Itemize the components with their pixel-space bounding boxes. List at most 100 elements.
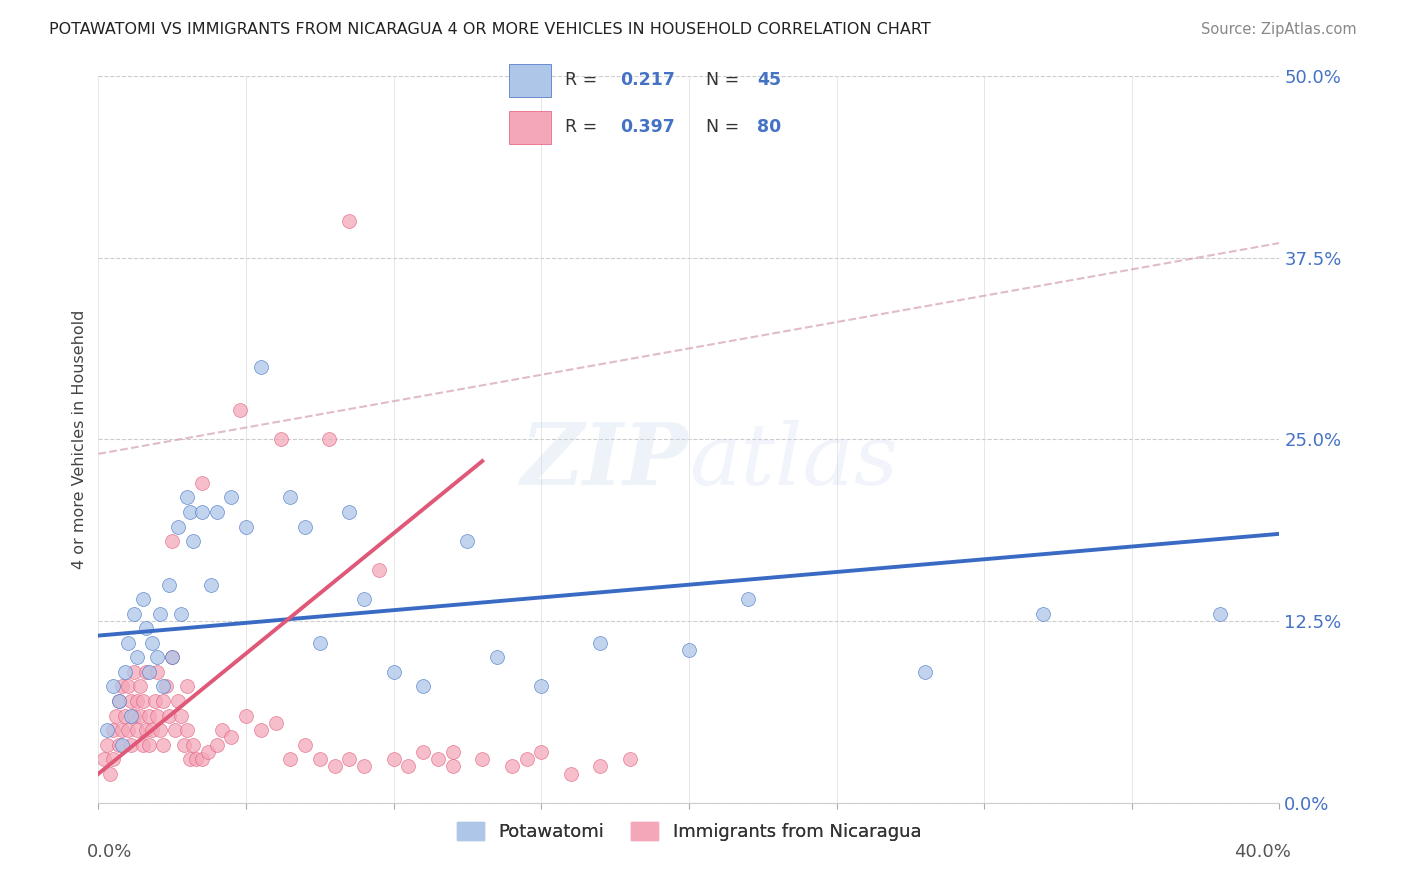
Point <box>457 534 479 549</box>
Text: N =: N = <box>706 71 745 89</box>
Point <box>138 708 160 723</box>
Point <box>205 505 228 519</box>
Point <box>162 650 183 665</box>
Point <box>125 694 148 708</box>
Text: 0.397: 0.397 <box>620 119 675 136</box>
Point <box>114 708 136 723</box>
Point <box>678 643 700 657</box>
Point <box>181 738 204 752</box>
Point <box>141 723 163 737</box>
Point <box>250 723 273 737</box>
Point <box>191 505 214 519</box>
Point <box>270 432 292 446</box>
Point <box>125 650 148 665</box>
Point <box>165 723 187 737</box>
Point <box>339 214 361 228</box>
Point <box>221 491 243 505</box>
Point <box>173 738 195 752</box>
Point <box>120 708 142 723</box>
Point <box>135 723 157 737</box>
Point <box>111 723 134 737</box>
Point <box>309 636 332 650</box>
Point <box>501 759 523 773</box>
Point <box>176 680 198 694</box>
Point <box>141 636 163 650</box>
Point <box>398 759 420 773</box>
Point <box>167 519 190 533</box>
Point <box>96 723 118 737</box>
Point <box>176 723 198 737</box>
Point <box>149 723 172 737</box>
Point <box>211 723 233 737</box>
Point <box>264 715 287 730</box>
FancyBboxPatch shape <box>509 64 551 96</box>
Point <box>353 592 375 607</box>
Point <box>143 694 166 708</box>
Text: 80: 80 <box>758 119 782 136</box>
Point <box>179 752 201 766</box>
Point <box>128 680 150 694</box>
Text: ZIP: ZIP <box>522 419 689 503</box>
Point <box>200 578 222 592</box>
Point <box>294 519 316 533</box>
Point <box>138 738 160 752</box>
Point <box>486 650 509 665</box>
Point <box>157 708 180 723</box>
Point <box>441 745 464 759</box>
Point <box>146 708 169 723</box>
Point <box>339 752 361 766</box>
Point <box>170 708 193 723</box>
Point <box>152 680 174 694</box>
Point <box>103 723 125 737</box>
Point <box>132 694 155 708</box>
Point <box>108 694 131 708</box>
Point <box>152 694 174 708</box>
Point <box>221 731 243 745</box>
Point <box>146 650 169 665</box>
Point <box>122 607 145 621</box>
Point <box>162 650 183 665</box>
Text: 45: 45 <box>758 71 782 89</box>
Point <box>589 636 612 650</box>
Point <box>589 759 612 773</box>
Point <box>132 738 155 752</box>
Point <box>176 491 198 505</box>
Point <box>135 621 157 635</box>
Point <box>120 738 142 752</box>
Point <box>353 759 375 773</box>
Point <box>914 665 936 679</box>
Point <box>235 519 257 533</box>
Point <box>135 665 157 679</box>
Point <box>146 665 169 679</box>
Point <box>122 708 145 723</box>
Point <box>412 745 434 759</box>
Point <box>235 708 257 723</box>
Point <box>619 752 641 766</box>
Y-axis label: 4 or more Vehicles in Household: 4 or more Vehicles in Household <box>72 310 87 569</box>
Point <box>1209 607 1232 621</box>
Point <box>138 665 160 679</box>
Point <box>98 766 121 780</box>
Text: Source: ZipAtlas.com: Source: ZipAtlas.com <box>1201 22 1357 37</box>
Point <box>105 708 128 723</box>
Point <box>280 491 302 505</box>
Point <box>471 752 494 766</box>
Point <box>128 708 150 723</box>
Point <box>205 738 228 752</box>
Point <box>191 475 214 490</box>
Point <box>125 723 148 737</box>
Point <box>170 607 193 621</box>
Point <box>229 403 252 417</box>
Point <box>560 766 582 780</box>
Point <box>530 680 553 694</box>
Point <box>250 359 273 374</box>
Point <box>368 563 391 577</box>
Point <box>167 694 190 708</box>
Point <box>103 680 125 694</box>
Text: atlas: atlas <box>689 420 898 502</box>
Point <box>516 752 538 766</box>
Text: POTAWATOMI VS IMMIGRANTS FROM NICARAGUA 4 OR MORE VEHICLES IN HOUSEHOLD CORRELAT: POTAWATOMI VS IMMIGRANTS FROM NICARAGUA … <box>49 22 931 37</box>
Text: 0.0%: 0.0% <box>87 843 132 861</box>
Point <box>108 694 131 708</box>
Point <box>191 752 214 766</box>
